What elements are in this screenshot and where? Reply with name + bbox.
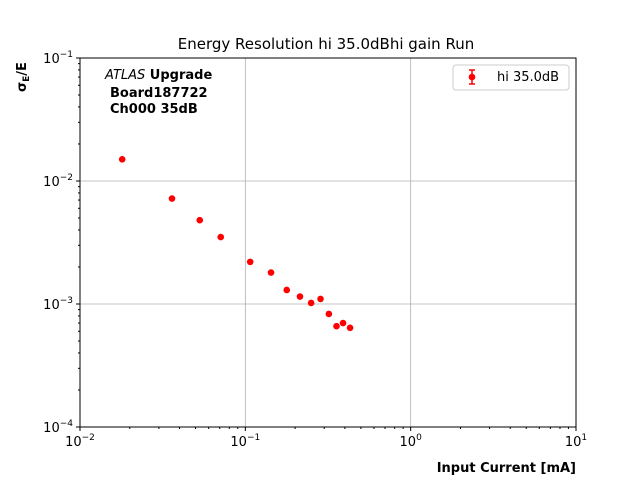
plot-frame bbox=[79, 57, 577, 428]
grid bbox=[80, 58, 576, 427]
x-tick-label: 10−1 bbox=[230, 433, 260, 450]
x-tick-label: 10−2 bbox=[65, 433, 95, 450]
y-axis-label-tail: /E bbox=[15, 62, 30, 76]
axis-ticks: 10−2 10−1 100 101 10−4 10−3 10−2 10−1 bbox=[43, 50, 587, 450]
y-axis-label: σE/E bbox=[15, 62, 32, 92]
data-point bbox=[217, 233, 225, 241]
data-point bbox=[267, 269, 275, 276]
data-point bbox=[118, 156, 126, 163]
legend-dot bbox=[468, 73, 476, 81]
chart-title: Energy Resolution hi 35.0dBhi gain Run bbox=[178, 35, 474, 53]
data-points bbox=[118, 156, 354, 332]
y-tick-label: 10−4 bbox=[43, 419, 73, 436]
legend-label: hi 35.0dB bbox=[497, 70, 559, 85]
legend-marker-icon bbox=[468, 69, 476, 85]
y-axis-label-main: σ bbox=[15, 82, 30, 92]
y-tick-label: 10−2 bbox=[43, 173, 73, 190]
legend: hi 35.0dB bbox=[452, 64, 570, 91]
y-tick-label: 10−3 bbox=[43, 296, 73, 313]
data-point bbox=[339, 319, 347, 327]
data-point bbox=[317, 295, 324, 303]
data-point bbox=[283, 286, 291, 294]
data-point bbox=[196, 216, 204, 224]
annotation-line-1: ATLAS Upgrade bbox=[104, 68, 212, 83]
data-point bbox=[307, 299, 315, 307]
data-point bbox=[168, 195, 176, 202]
x-tick-label: 101 bbox=[565, 433, 587, 450]
y-tick-label: 10−1 bbox=[43, 50, 73, 67]
y-axis-label-sub: E bbox=[22, 76, 32, 82]
data-point bbox=[296, 293, 304, 300]
data-point bbox=[246, 258, 254, 266]
data-point bbox=[325, 310, 333, 318]
atlas-annotation: ATLAS Upgrade Board187722 Ch000 35dB bbox=[104, 68, 212, 117]
data-point bbox=[346, 324, 354, 332]
annotation-upgrade: Upgrade bbox=[145, 68, 212, 83]
x-tick-label: 100 bbox=[400, 433, 423, 450]
annotation-line-3: Ch000 35dB bbox=[110, 102, 198, 117]
annotation-line-2: Board187722 bbox=[110, 86, 208, 101]
x-axis-label: Input Current [mA] bbox=[437, 461, 576, 476]
data-point bbox=[333, 322, 340, 330]
annotation-atlas: ATLAS bbox=[104, 68, 145, 83]
legend-box bbox=[452, 64, 570, 91]
